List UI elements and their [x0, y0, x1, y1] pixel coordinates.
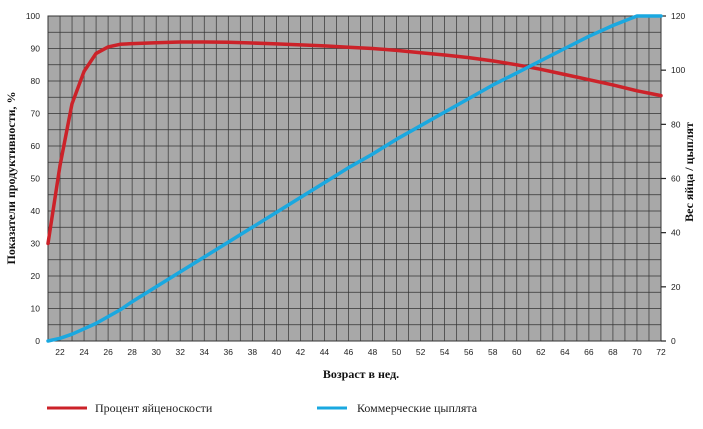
left-y-tick-label: 30 — [31, 239, 41, 249]
left-y-tick-label: 0 — [35, 336, 40, 346]
right-y-tick-label: 80 — [671, 119, 681, 129]
left-y-tick-label: 50 — [31, 174, 41, 184]
x-tick-label: 70 — [632, 347, 642, 357]
right-y-tick-label: 60 — [671, 174, 681, 184]
x-tick-label: 34 — [200, 347, 210, 357]
right-y-tick-label: 40 — [671, 228, 681, 238]
x-tick-label: 40 — [272, 347, 282, 357]
left-y-tick-label: 90 — [31, 44, 41, 54]
right-y-axis-title: Вес яйца / цыплят — [682, 122, 696, 222]
x-tick-label: 26 — [103, 347, 113, 357]
x-tick-label: 44 — [320, 347, 330, 357]
x-tick-label: 22 — [55, 347, 65, 357]
left-y-axis-ticks: 0 10 20 30 40 50 60 70 80 90 100 — [26, 11, 40, 346]
x-axis-title: Возраст в нед. — [323, 367, 399, 381]
x-tick-label: 56 — [464, 347, 474, 357]
right-y-tick-label: 0 — [671, 336, 676, 346]
legend: Процент яйценоскости Коммерческие цыплят… — [47, 401, 478, 415]
plot-area — [47, 15, 662, 342]
x-tick-label: 60 — [512, 347, 522, 357]
series-commercial-chicks-line — [46, 14, 663, 343]
x-tick-label: 46 — [344, 347, 354, 357]
x-tick-label: 42 — [296, 347, 306, 357]
x-tick-label: 32 — [175, 347, 185, 357]
x-tick-label: 64 — [560, 347, 570, 357]
left-y-axis-title: Показатели продуктивности, % — [4, 91, 18, 264]
x-tick-label: 72 — [656, 347, 666, 357]
x-tick-label: 66 — [584, 347, 594, 357]
legend-label-commercial-chicks: Коммерческие цыплята — [357, 401, 478, 415]
x-tick-label: 28 — [127, 347, 137, 357]
left-y-tick-label: 10 — [31, 304, 41, 314]
x-tick-label: 24 — [79, 347, 89, 357]
left-y-tick-label: 20 — [31, 271, 41, 281]
x-tick-label: 58 — [488, 347, 498, 357]
series-lines — [46, 14, 663, 343]
x-tick-label: 52 — [416, 347, 426, 357]
left-y-tick-label: 60 — [31, 141, 41, 151]
horizontal-gridlines — [48, 31, 661, 326]
right-y-axis-ticks: 0 20 40 60 80 100 120 — [661, 11, 685, 346]
x-tick-label: 48 — [368, 347, 378, 357]
x-tick-label: 36 — [224, 347, 234, 357]
left-y-tick-label: 70 — [31, 109, 41, 119]
x-tick-label: 30 — [151, 347, 161, 357]
x-tick-label: 50 — [392, 347, 402, 357]
right-y-tick-label: 20 — [671, 282, 681, 292]
left-y-tick-label: 100 — [26, 11, 40, 21]
right-y-tick-label: 100 — [671, 65, 685, 75]
x-tick-label: 54 — [440, 347, 450, 357]
x-tick-label: 62 — [536, 347, 546, 357]
left-y-tick-label: 40 — [31, 206, 41, 216]
series-egg-production-line — [46, 40, 663, 246]
left-y-tick-label: 80 — [31, 76, 41, 86]
x-tick-label: 38 — [248, 347, 258, 357]
right-y-tick-label: 120 — [671, 11, 685, 21]
legend-label-egg-production: Процент яйценоскости — [95, 401, 213, 415]
x-tick-label: 68 — [608, 347, 618, 357]
x-axis-ticks: 22 24 26 28 30 32 34 36 38 40 42 44 46 48 50 52 54 56 58 60… — [55, 347, 666, 357]
